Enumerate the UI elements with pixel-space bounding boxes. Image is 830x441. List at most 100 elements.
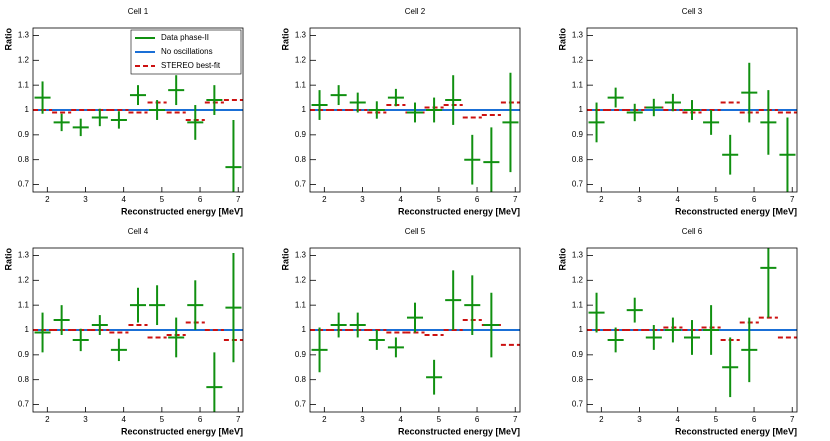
panel: Cell 4 Reconstructed energy [MeV] Ratio 2 3 4… (3, 227, 244, 436)
x-tick-label: 6 (198, 195, 203, 204)
y-tick-label: 1.1 (18, 80, 30, 89)
x-tick-label: 7 (236, 195, 241, 204)
x-tick-label: 7 (236, 415, 241, 424)
x-tick-label: 7 (513, 415, 518, 424)
x-tick-label: 3 (360, 195, 365, 204)
y-axis-label: Ratio (557, 27, 567, 50)
x-tick-label: 5 (437, 415, 442, 424)
x-tick-label: 6 (475, 195, 480, 204)
y-tick-label: 1.1 (572, 80, 584, 89)
x-tick-label: 6 (752, 415, 757, 424)
legend-label: No oscillations (161, 47, 213, 56)
legend-label: Data phase-II (161, 33, 209, 42)
plot-frame (32, 247, 244, 413)
y-tick-label: 0.7 (572, 400, 584, 409)
y-tick-label: 1.3 (18, 251, 30, 260)
y-tick-label: 1 (579, 105, 584, 114)
y-tick-label: 0.7 (295, 400, 307, 409)
y-tick-label: 1.2 (295, 55, 307, 64)
x-tick-label: 4 (675, 195, 680, 204)
x-tick-label: 5 (160, 195, 165, 204)
x-tick-label: 4 (121, 415, 126, 424)
panel: Cell 2 Reconstructed energy [MeV] Ratio 2 3 4… (280, 7, 521, 216)
x-tick-label: 3 (360, 415, 365, 424)
y-tick-label: 0.8 (18, 375, 30, 384)
panel-title: Cell 1 (128, 7, 149, 16)
x-tick-label: 7 (790, 415, 795, 424)
x-tick-label: 2 (322, 415, 327, 424)
y-tick-label: 1 (302, 105, 307, 114)
y-tick-label: 1.1 (572, 300, 584, 309)
x-tick-label: 3 (83, 415, 88, 424)
panel-title: Cell 6 (682, 227, 703, 236)
y-tick-label: 0.8 (18, 155, 30, 164)
y-tick-label: 1.3 (572, 251, 584, 260)
x-tick-label: 5 (714, 195, 719, 204)
x-tick-label: 7 (513, 195, 518, 204)
y-tick-label: 0.9 (572, 350, 584, 359)
x-tick-label: 2 (599, 415, 604, 424)
y-tick-label: 1.2 (18, 275, 30, 284)
y-tick-label: 1 (579, 325, 584, 334)
x-tick-label: 6 (198, 415, 203, 424)
y-axis-label: Ratio (3, 27, 13, 50)
x-tick-label: 6 (752, 195, 757, 204)
panel-title: Cell 4 (128, 227, 149, 236)
y-tick-label: 1.3 (295, 31, 307, 40)
x-tick-label: 2 (45, 415, 50, 424)
y-tick-label: 0.9 (295, 350, 307, 359)
y-tick-label: 0.7 (18, 400, 30, 409)
y-tick-label: 1.2 (295, 275, 307, 284)
y-axis-label: Ratio (280, 27, 290, 50)
x-tick-label: 4 (398, 195, 403, 204)
y-tick-label: 1 (25, 325, 30, 334)
panel: Cell 5 Reconstructed energy [MeV] Ratio 2 3 4… (280, 227, 521, 436)
y-tick-label: 1.1 (295, 80, 307, 89)
panel-title: Cell 3 (682, 7, 703, 16)
x-tick-label: 3 (637, 195, 642, 204)
y-tick-label: 0.8 (572, 375, 584, 384)
y-tick-label: 1 (25, 105, 30, 114)
y-axis-label: Ratio (280, 247, 290, 270)
plot-frame (32, 27, 244, 193)
x-tick-label: 4 (398, 415, 403, 424)
panel: Cell 6 Reconstructed energy [MeV] Ratio 2 3 4… (557, 227, 798, 436)
y-tick-label: 1.3 (572, 31, 584, 40)
legend-label: STEREO best-fit (161, 61, 221, 70)
x-tick-label: 2 (45, 195, 50, 204)
y-tick-label: 1.3 (18, 31, 30, 40)
y-tick-label: 0.7 (295, 180, 307, 189)
x-tick-label: 2 (599, 195, 604, 204)
panel: Cell 3 Reconstructed energy [MeV] Ratio 2 3 4… (557, 7, 798, 216)
x-axis-label: Reconstructed energy [MeV] (121, 426, 243, 436)
x-tick-label: 3 (83, 195, 88, 204)
x-tick-label: 2 (322, 195, 327, 204)
x-axis-label: Reconstructed energy [MeV] (675, 426, 797, 436)
x-axis-label: Reconstructed energy [MeV] (121, 206, 243, 216)
panel: Cell 1 Reconstructed energy [MeV] Ratio 2 3 4… (3, 7, 244, 216)
x-tick-label: 6 (475, 415, 480, 424)
y-tick-label: 0.8 (295, 155, 307, 164)
y-axis-label: Ratio (557, 247, 567, 270)
y-tick-label: 1.2 (572, 55, 584, 64)
x-tick-label: 5 (437, 195, 442, 204)
y-tick-label: 0.8 (295, 375, 307, 384)
x-axis-label: Reconstructed energy [MeV] (398, 426, 520, 436)
x-tick-label: 5 (160, 415, 165, 424)
y-tick-label: 0.9 (18, 350, 30, 359)
y-tick-label: 1.2 (18, 55, 30, 64)
x-tick-label: 7 (790, 195, 795, 204)
plot-frame (309, 247, 521, 413)
x-tick-label: 3 (637, 415, 642, 424)
plot-frame (586, 247, 798, 413)
y-tick-label: 1 (302, 325, 307, 334)
x-tick-label: 4 (675, 415, 680, 424)
y-tick-label: 0.9 (295, 130, 307, 139)
y-tick-label: 1.1 (295, 300, 307, 309)
y-tick-label: 0.7 (18, 180, 30, 189)
x-tick-label: 4 (121, 195, 126, 204)
y-tick-label: 1.3 (295, 251, 307, 260)
x-tick-label: 5 (714, 415, 719, 424)
y-tick-label: 1.2 (572, 275, 584, 284)
